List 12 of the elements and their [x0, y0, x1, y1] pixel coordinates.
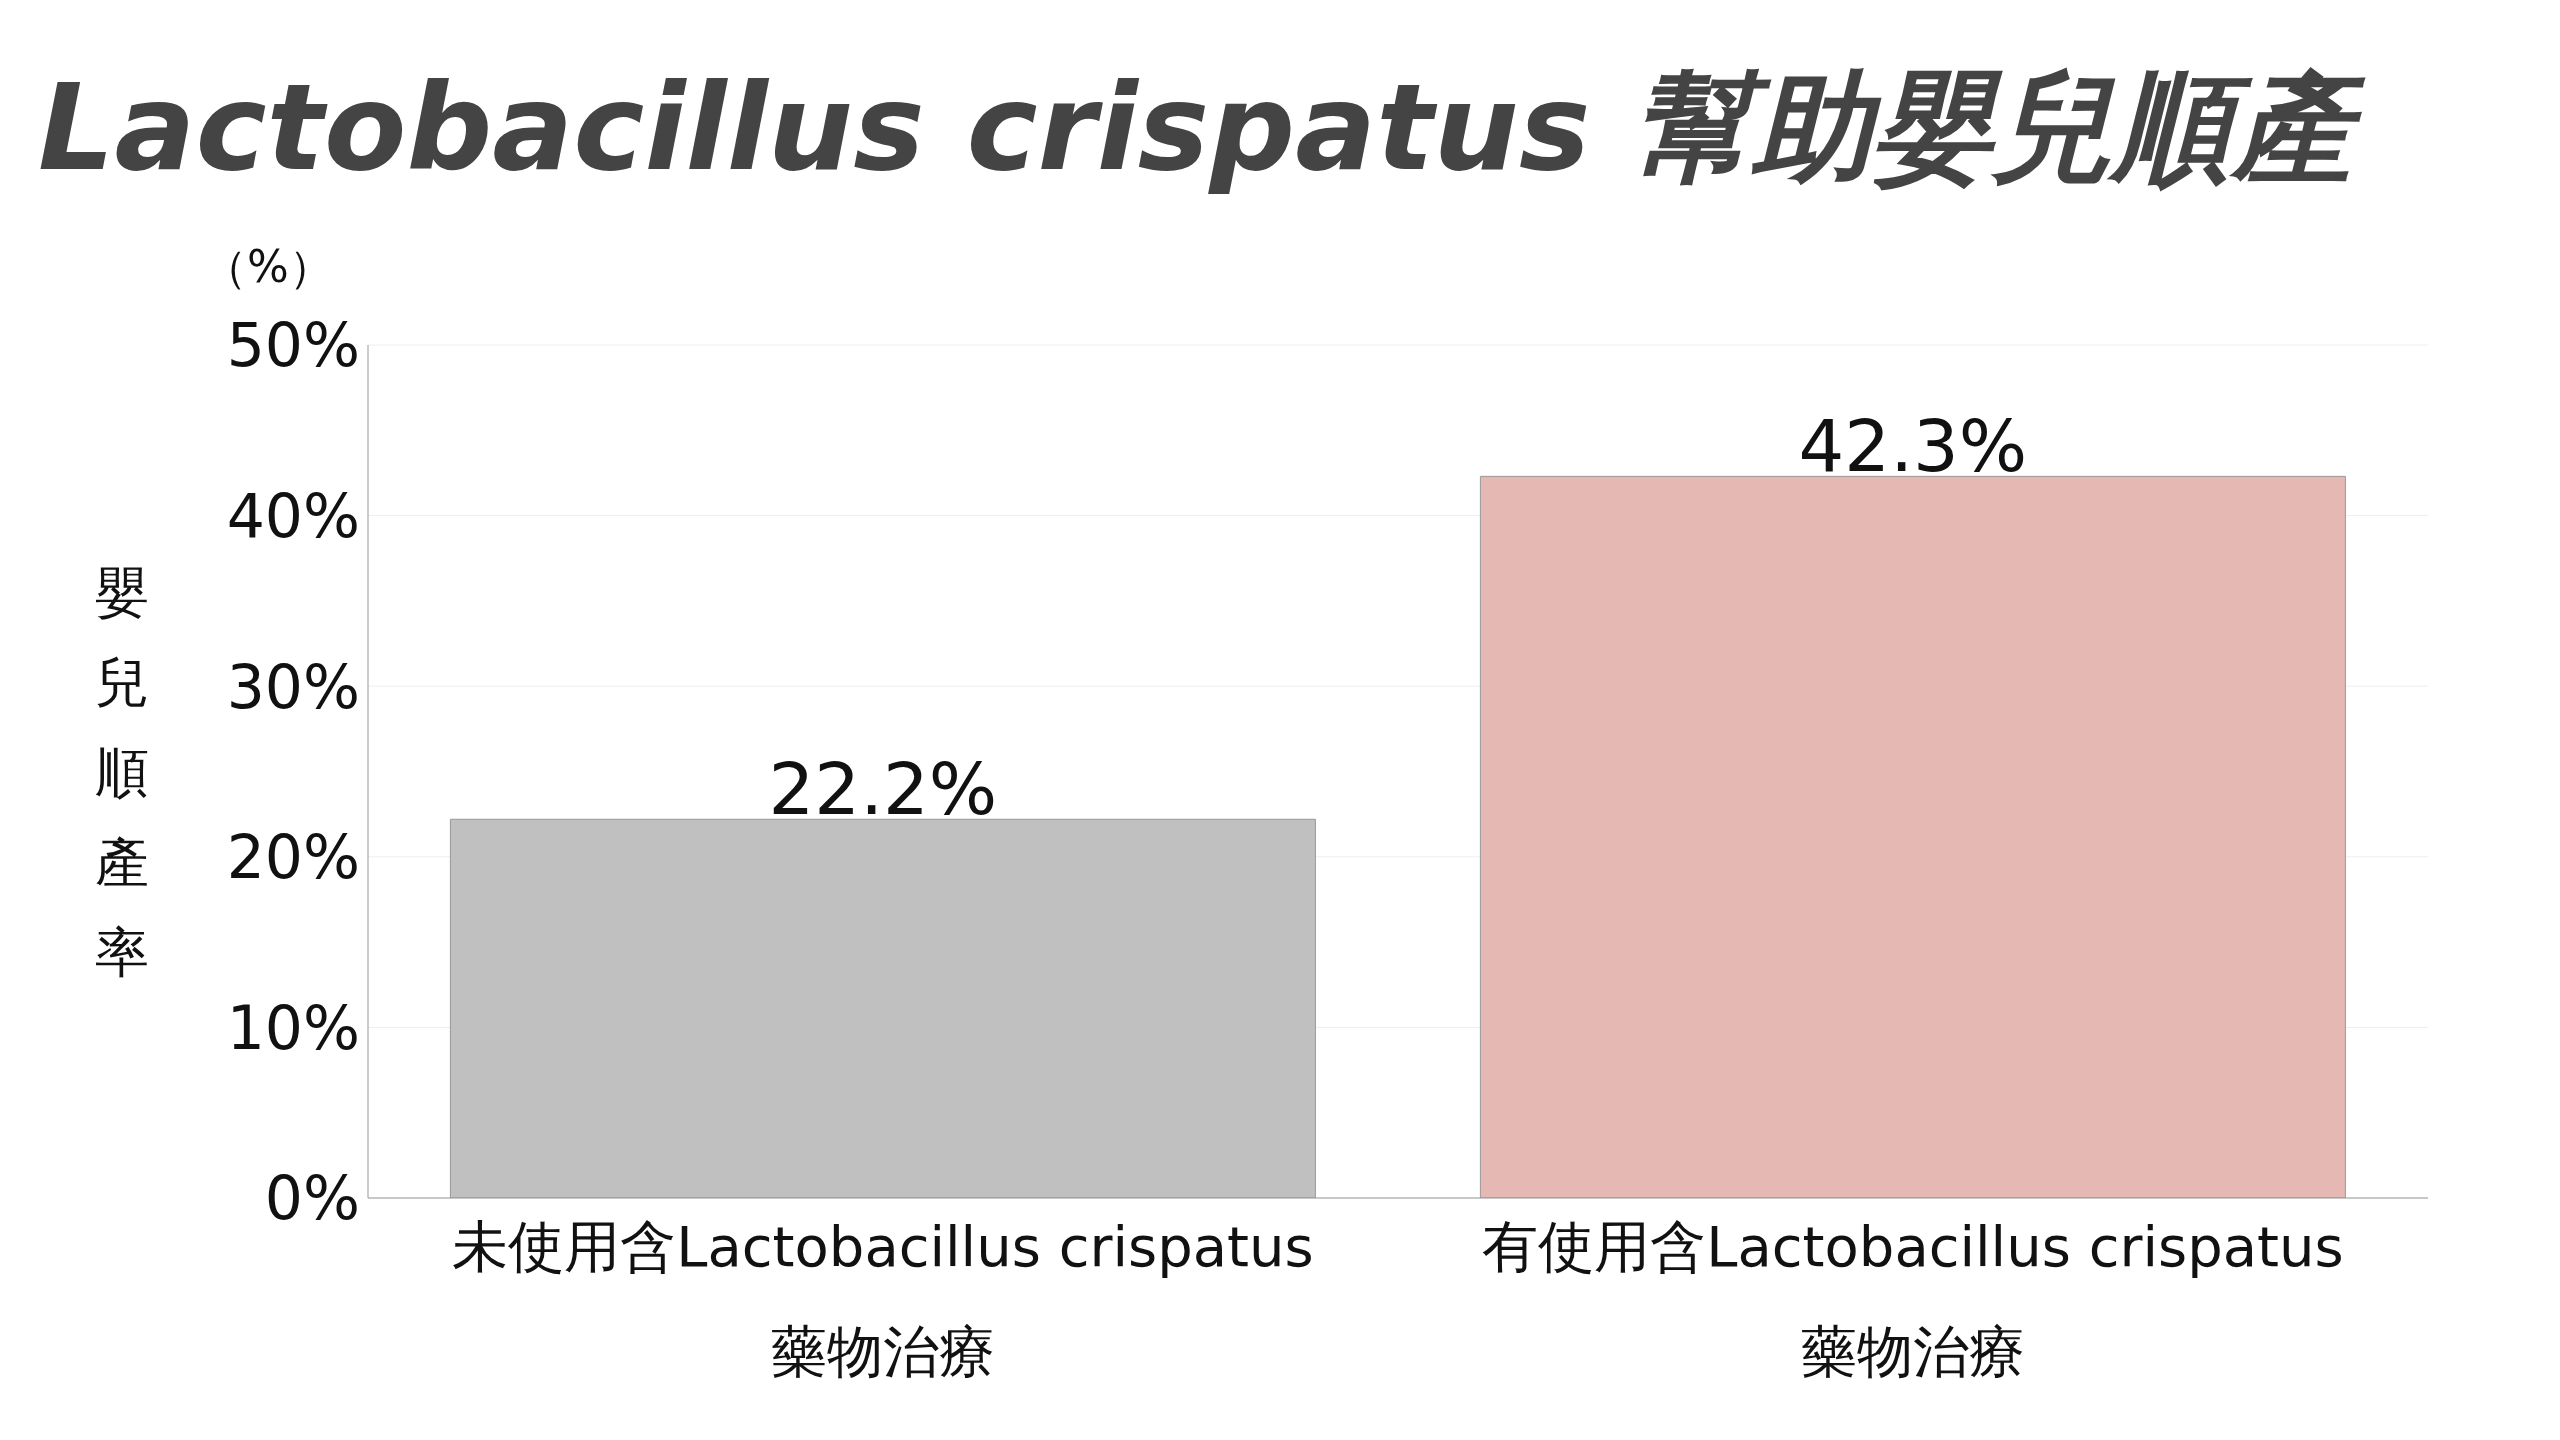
y-tick-label: 20%: [226, 822, 360, 893]
y-axis-title: 嬰兒順產率: [94, 560, 150, 986]
y-tick-label: 0%: [264, 1163, 360, 1234]
x-tick-label: 未使用含Lactobacillus crispatus 藥物治療: [452, 1214, 1314, 1384]
y-tick-label: 50%: [226, 310, 360, 381]
x-tick-label: 有使用含Lactobacillus crispatus 藥物治療: [1482, 1214, 2344, 1384]
y-tick-label: 10%: [226, 992, 360, 1063]
y-tick-label: 40%: [226, 480, 360, 551]
y-tick-label: 30%: [226, 651, 360, 722]
data-label: 22.2%: [768, 747, 998, 832]
text: （%）: [203, 240, 333, 294]
data-label: 42.3%: [1798, 404, 2028, 489]
